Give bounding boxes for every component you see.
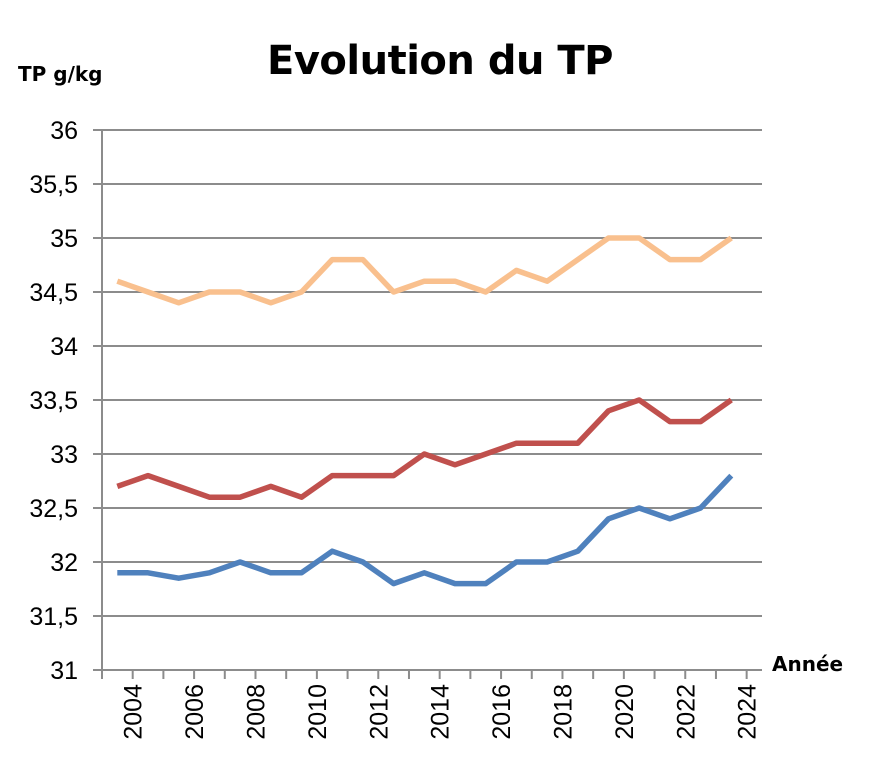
x-tick-label: 2016 (488, 684, 516, 740)
x-tick-label: 2018 (549, 684, 577, 740)
y-tick-label: 32,5 (29, 495, 78, 523)
y-tick-label: 31 (50, 657, 78, 685)
x-tick-label: 2006 (181, 684, 209, 740)
x-tick-label: 2024 (734, 684, 762, 740)
y-tick-label: 34 (50, 333, 78, 361)
x-tick-label: 2010 (304, 684, 332, 740)
x-axis-label: Année (772, 652, 844, 676)
series-line-3 (117, 473, 734, 587)
x-tick-label: 2008 (242, 684, 270, 740)
y-tick-label: 32 (50, 549, 78, 577)
x-tick-label: 2022 (672, 684, 700, 740)
x-tick-label: 2004 (120, 684, 148, 740)
y-tick-label: 35 (50, 225, 78, 253)
y-tick-label: 33,5 (29, 387, 78, 415)
x-tick-label: 2014 (427, 684, 455, 740)
y-axis-label: TP g/kg (18, 62, 103, 86)
y-tick-label: 36 (50, 117, 78, 145)
y-tick-label: 34,5 (29, 279, 78, 307)
x-tick-label: 2020 (611, 684, 639, 740)
series-line-2 (116, 397, 733, 500)
series-line-1 (116, 235, 733, 306)
y-tick-label: 35,5 (29, 171, 78, 199)
y-tick-label: 31,5 (29, 603, 78, 631)
x-tick-label: 2012 (365, 684, 393, 740)
y-tick-label: 33 (50, 441, 78, 469)
chart-title: Evolution du TP (267, 38, 613, 84)
